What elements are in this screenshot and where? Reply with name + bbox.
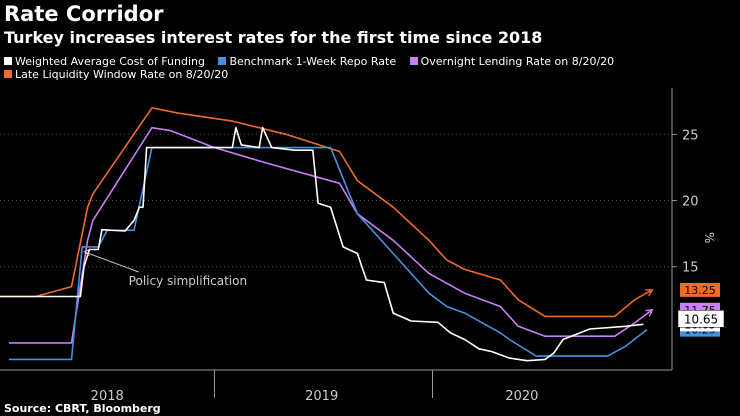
arrowhead-0 bbox=[645, 289, 654, 297]
legend-item-repo: Benchmark 1-Week Repo Rate bbox=[218, 55, 396, 68]
x-tick-label-2019: 2019 bbox=[305, 389, 338, 404]
x-tick-label-2020: 2020 bbox=[505, 389, 538, 404]
legend-label-wacf: Weighted Average Cost of Funding bbox=[15, 55, 205, 68]
legend-label-repo: Benchmark 1-Week Repo Rate bbox=[229, 55, 397, 68]
y-tick-label: 25 bbox=[682, 128, 699, 143]
series-line-weighted-average-cost-of-funding bbox=[0, 126, 644, 362]
series-line-late-liquidity-window-rate-on-8-20-20 bbox=[0, 107, 653, 318]
end-tag-value: 13.25 bbox=[684, 284, 716, 297]
legend-swatch-late-liquidity bbox=[4, 70, 12, 78]
legend-row-2: Late Liquidity Window Rate on 8/20/20 bbox=[4, 68, 238, 81]
legend-row-1: Weighted Average Cost of Funding Benchma… bbox=[4, 55, 624, 68]
annotation-pointer bbox=[84, 251, 139, 273]
legend-label-overnight: Overnight Lending Rate on 8/20/20 bbox=[420, 55, 615, 68]
annotation-label: Policy simplification bbox=[129, 274, 247, 288]
legend-swatch-wacf bbox=[4, 57, 12, 65]
y-tick-label: 15 bbox=[682, 261, 699, 276]
legend-item-overnight: Overnight Lending Rate on 8/20/20 bbox=[409, 55, 615, 68]
legend-swatch-repo bbox=[218, 57, 227, 65]
legend-item-late-liquidity: Late Liquidity Window Rate on 8/20/20 bbox=[4, 68, 228, 81]
legend-swatch-overnight bbox=[409, 57, 418, 65]
y-tick-label: 20 bbox=[682, 195, 699, 210]
chart-subtitle: Turkey increases interest rates for the … bbox=[4, 28, 543, 47]
y-axis-label: % bbox=[702, 232, 716, 243]
end-value-box bbox=[677, 310, 725, 328]
legend-label-late-liquidity: Late Liquidity Window Rate on 8/20/20 bbox=[15, 68, 229, 81]
x-tick-label-2018: 2018 bbox=[91, 389, 124, 404]
chart-title: Rate Corridor bbox=[4, 2, 164, 26]
end-value-label: 10.65 bbox=[684, 312, 718, 326]
arrowhead-1 bbox=[645, 308, 654, 317]
annotation-arrowhead bbox=[83, 248, 91, 257]
end-tag-late bbox=[680, 282, 720, 297]
legend-item-wacf: Weighted Average Cost of Funding bbox=[4, 55, 205, 68]
source-note: Source: CBRT, Bloomberg bbox=[4, 402, 161, 415]
